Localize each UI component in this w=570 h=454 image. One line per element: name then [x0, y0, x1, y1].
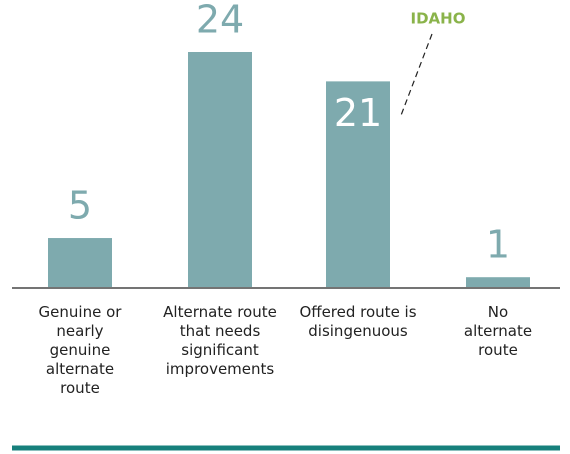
- value-label: 1: [486, 223, 510, 267]
- category-label: Offered route is disingenuous: [299, 303, 417, 340]
- bar: [326, 81, 390, 287]
- bar: [48, 238, 112, 287]
- category-label: Alternate route that needs significant i…: [163, 303, 277, 378]
- value-label: 24: [196, 0, 244, 42]
- annotation-leader: [399, 33, 433, 119]
- bar: [188, 52, 252, 287]
- category-label: No alternate route: [463, 303, 533, 359]
- value-label: 21: [334, 91, 382, 135]
- annotation: IDAHO: [411, 10, 466, 28]
- value-label: 5: [68, 184, 92, 228]
- category-label: Genuine or nearly genuine alternate rout…: [38, 303, 122, 397]
- bar: [466, 277, 530, 287]
